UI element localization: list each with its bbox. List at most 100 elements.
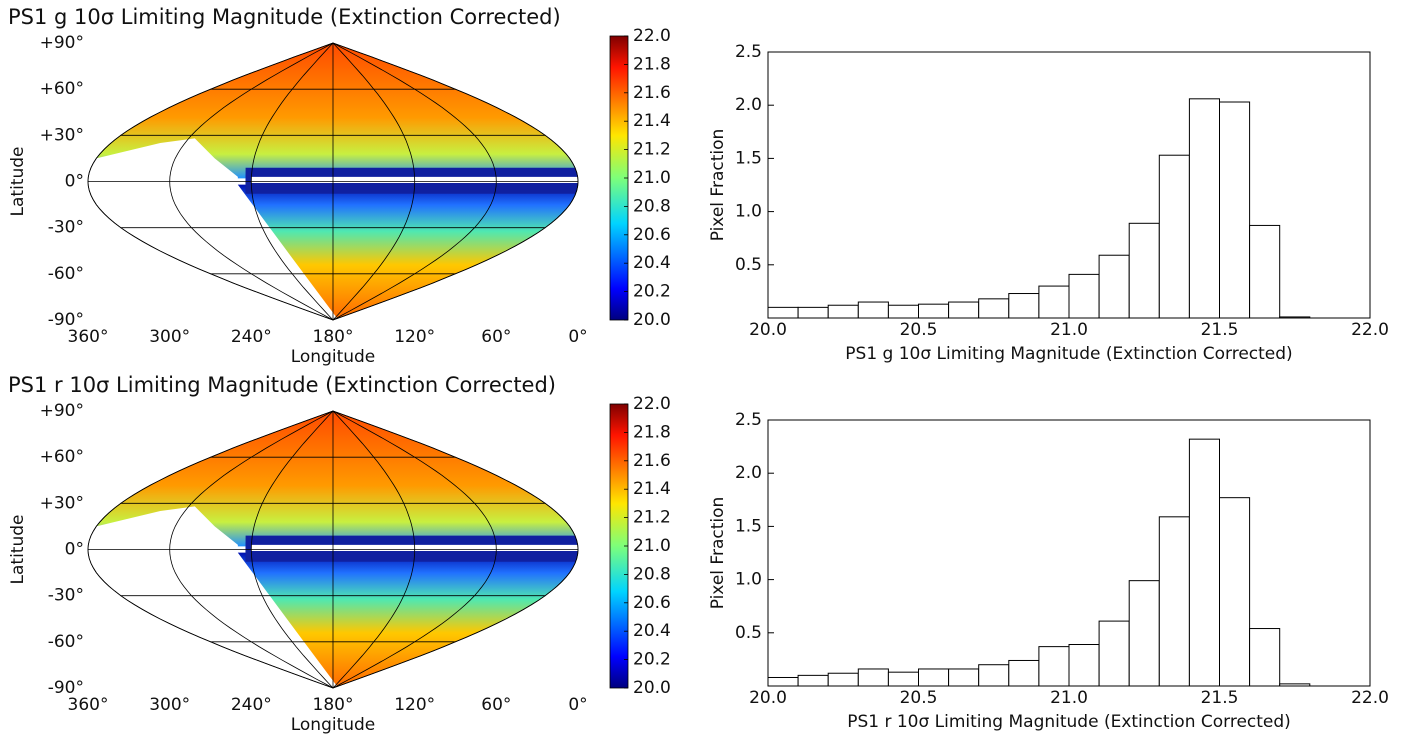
y-tick-label: 1.5 <box>735 148 762 168</box>
colorbar-tick-label: 20.2 <box>633 282 671 302</box>
bar <box>797 674 829 687</box>
bar <box>1158 516 1190 687</box>
colorbar-tick-label: 21.0 <box>633 536 671 556</box>
bar <box>857 668 889 687</box>
y-tick-label: -90° <box>48 310 84 330</box>
bar <box>978 664 1010 687</box>
y-tick-label: +60° <box>40 79 84 99</box>
x-tick-label: 180° <box>313 695 354 715</box>
colorbar-tick-label: 20.6 <box>633 593 671 613</box>
bar <box>827 672 859 687</box>
y-axis-label: Pixel Fraction <box>708 497 728 610</box>
x-tick-label: 0° <box>568 695 587 715</box>
x-tick-label: 240° <box>231 695 272 715</box>
x-axis-label: PS1 g 10σ Limiting Magnitude (Extinction… <box>845 344 1292 364</box>
colorbar-tick-label: 20.4 <box>633 253 671 273</box>
bar <box>1068 273 1100 319</box>
y-tick-label: +30° <box>40 493 84 513</box>
bar <box>918 668 950 687</box>
x-tick-label: 20.0 <box>749 320 787 340</box>
colorbar-tick-label: 21.0 <box>633 168 671 188</box>
y-tick-label: 0° <box>65 172 84 192</box>
colorbar-tick-label: 21.2 <box>633 140 671 160</box>
colorbar-tick-label: 21.4 <box>633 479 671 499</box>
bar <box>827 304 859 319</box>
x-tick-label: 60° <box>481 695 511 715</box>
bar <box>1008 293 1040 319</box>
x-axis-label: Longitude <box>291 715 376 735</box>
colorbar-tick-label: 20.8 <box>633 196 671 216</box>
y-axis-label: Pixel Fraction <box>708 129 728 242</box>
y-tick-label: -60° <box>48 264 84 284</box>
x-tick-label: 20.5 <box>900 320 938 340</box>
colorbar-tick-label: 21.6 <box>633 451 671 471</box>
x-tick-label: 20.5 <box>900 688 938 708</box>
colorbar-tick-label: 21.8 <box>633 54 671 74</box>
y-tick-label: -90° <box>48 678 84 698</box>
bar <box>797 306 829 319</box>
bar <box>918 303 950 319</box>
colorbar-tick-label: 21.2 <box>633 508 671 528</box>
x-tick-label: 22.0 <box>1351 688 1389 708</box>
y-axis-label: Latitude <box>8 515 28 585</box>
x-tick-label: 21.5 <box>1201 688 1239 708</box>
y-tick-label: +90° <box>40 33 84 53</box>
y-tick-label: -30° <box>48 218 84 238</box>
bar <box>1128 580 1160 687</box>
x-axis-label: Longitude <box>291 347 376 367</box>
bar <box>1068 644 1100 687</box>
y-tick-label: 0° <box>65 540 84 560</box>
y-tick-label: 0.5 <box>735 255 762 275</box>
sky-coverage-south <box>237 552 578 687</box>
bar <box>948 668 980 687</box>
x-tick-label: 360° <box>68 695 109 715</box>
sky-coverage-north <box>96 411 578 547</box>
bar <box>1188 438 1221 687</box>
y-tick-label: 1.0 <box>735 202 762 222</box>
bar <box>1158 154 1190 319</box>
colorbar-tick-label: 20.0 <box>633 678 671 698</box>
x-tick-label: 120° <box>394 695 435 715</box>
bar <box>1038 285 1070 319</box>
y-tick-label: +60° <box>40 447 84 467</box>
bar <box>1098 254 1130 319</box>
bar <box>948 301 980 319</box>
x-tick-label: 0° <box>568 327 587 347</box>
bar <box>1219 101 1251 319</box>
y-tick-label: +90° <box>40 401 84 421</box>
y-axis-label: Latitude <box>8 147 28 217</box>
x-tick-label: 21.0 <box>1050 320 1088 340</box>
y-tick-label: 2.0 <box>735 463 762 483</box>
y-tick-label: +30° <box>40 125 84 145</box>
x-tick-label: 21.0 <box>1050 688 1088 708</box>
x-tick-label: 300° <box>149 327 190 347</box>
bar <box>767 306 799 319</box>
x-tick-label: 240° <box>231 327 272 347</box>
y-tick-label: 0.5 <box>735 623 762 643</box>
chart-title: PS1 r 10σ Limiting Magnitude (Extinction… <box>8 373 556 397</box>
colorbar-tick-label: 20.0 <box>633 310 671 330</box>
x-tick-label: 300° <box>149 695 190 715</box>
bar <box>767 676 799 687</box>
colorbar-tick-label: 20.4 <box>633 621 671 641</box>
bar <box>978 298 1010 319</box>
bar <box>887 304 920 319</box>
y-tick-label: 2.5 <box>735 410 762 430</box>
colorbar-tick-label: 20.6 <box>633 225 671 245</box>
x-axis-label: PS1 r 10σ Limiting Magnitude (Extinction… <box>847 712 1291 732</box>
y-tick-label: -60° <box>48 632 84 652</box>
colorbar-tick-label: 22.0 <box>633 26 671 46</box>
y-tick-label: 1.5 <box>735 516 762 536</box>
colorbar-tick-label: 21.8 <box>633 422 671 442</box>
x-tick-label: 180° <box>313 327 354 347</box>
colorbar-tick-label: 21.4 <box>633 111 671 131</box>
x-tick-label: 22.0 <box>1351 320 1389 340</box>
x-tick-label: 20.0 <box>749 688 787 708</box>
bar <box>1188 98 1221 319</box>
x-tick-label: 120° <box>394 327 435 347</box>
y-tick-label: 1.0 <box>735 570 762 590</box>
colorbar-tick-label: 21.6 <box>633 83 671 103</box>
colorbar-tick-label: 20.8 <box>633 564 671 584</box>
bar <box>1038 646 1070 687</box>
